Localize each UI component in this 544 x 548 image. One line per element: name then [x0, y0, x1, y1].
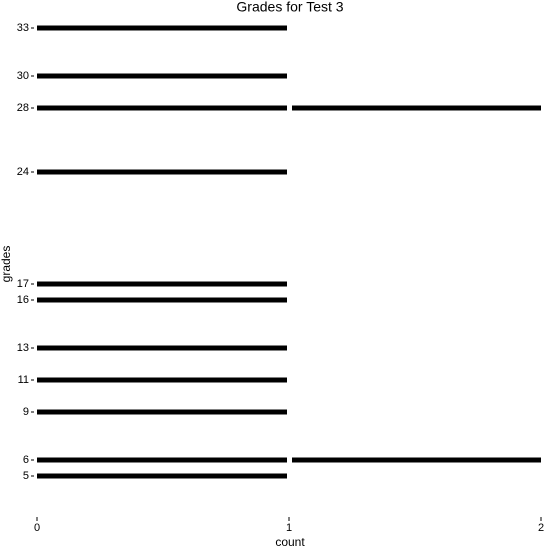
y-axis-label: grades: [0, 246, 13, 283]
y-tick-label: 6: [23, 454, 29, 466]
x-tick-label: 2: [538, 522, 544, 534]
y-tick-label: 13: [17, 342, 29, 354]
y-tick-label: 24: [17, 166, 29, 178]
y-tick-label: 5: [23, 470, 29, 482]
y-tick-label: 17: [17, 278, 29, 290]
y-tick-label: 11: [18, 374, 29, 386]
x-axis-label: count: [275, 535, 305, 548]
y-tick-label: 33: [17, 22, 29, 34]
y-tick-label: 28: [17, 102, 29, 114]
y-tick-label: 9: [23, 406, 29, 418]
chart-title: Grades for Test 3: [236, 0, 343, 15]
y-tick-label: 16: [17, 294, 29, 306]
x-tick-label: 0: [34, 522, 40, 534]
y-tick-label: 30: [17, 70, 29, 82]
x-tick-label: 1: [286, 522, 292, 534]
